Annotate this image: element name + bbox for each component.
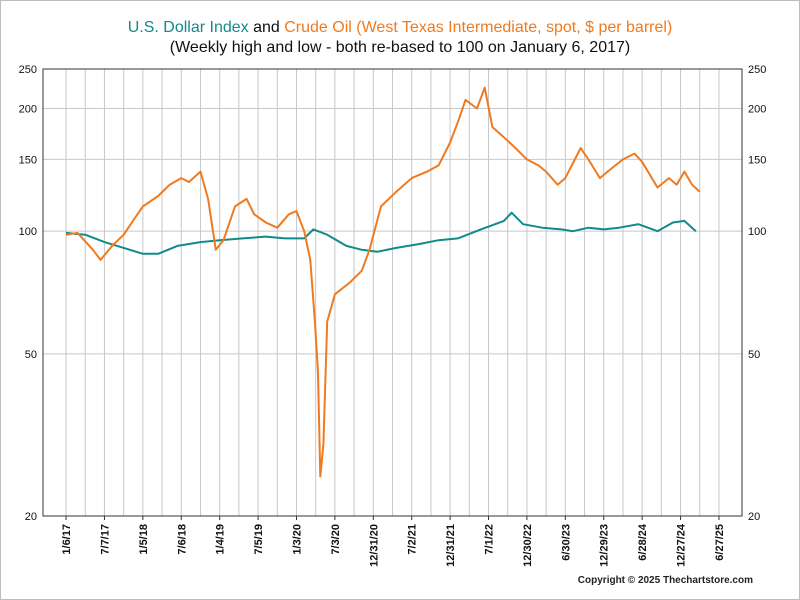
- title-crude-oil: Crude Oil (West Texas Intermediate, spot…: [284, 19, 673, 36]
- y-axis-left: 20 50 100 150 200 250: [19, 64, 37, 523]
- y-tick-label-left: 50: [25, 349, 37, 361]
- y-axis-right: 20 50 100 150 200 250: [748, 64, 766, 523]
- x-tick-label: 1/5/18: [138, 524, 150, 555]
- y-tick-label-left: 150: [19, 154, 37, 166]
- chart-subtitle: (Weekly high and low - both re-based to …: [169, 39, 631, 56]
- y-tick-label-right: 100: [748, 226, 766, 238]
- x-tick-label: 12/30/22: [522, 524, 534, 567]
- y-tick-label-right: 150: [748, 154, 766, 166]
- x-axis: 1/6/17 7/7/17 1/5/18 7/6/18 1/4/19 7/5/19 1/3/…: [61, 516, 726, 567]
- x-tick-label: 1/3/20: [291, 524, 303, 555]
- y-tick-label-right: 200: [748, 103, 766, 115]
- crude-oil-line: [65, 86, 701, 478]
- y-tick-label-left: 20: [25, 511, 37, 523]
- x-tick-label: 12/31/20: [368, 524, 380, 567]
- y-tick-label-right: 20: [748, 511, 760, 523]
- x-tick-label: 7/7/17: [99, 524, 111, 555]
- plot-area: [42, 68, 743, 517]
- series-layer: [65, 86, 701, 478]
- x-tick-label: 1/6/17: [61, 524, 73, 555]
- title-dollar-index: U.S. Dollar Index: [127, 19, 249, 36]
- x-tick-label: 7/5/19: [253, 524, 265, 555]
- x-tick-label: 12/29/23: [599, 524, 611, 567]
- x-tick-label: 12/31/21: [445, 524, 457, 567]
- y-tick-label-right: 50: [748, 349, 760, 361]
- y-tick-label-left: 100: [19, 226, 37, 238]
- chart-title: U.S. Dollar Index and Crude Oil (West Te…: [0, 19, 800, 37]
- x-tick-label: 7/2/21: [407, 524, 419, 555]
- x-tick-label: 7/1/22: [484, 524, 496, 555]
- y-tick-label-right: 250: [748, 64, 766, 76]
- title-joiner: and: [248, 19, 285, 36]
- x-tick-label: 6/27/25: [714, 524, 726, 561]
- x-tick-label: 1/4/19: [215, 524, 227, 555]
- x-tick-label: 7/3/20: [330, 524, 342, 555]
- x-tick-label: 6/28/24: [637, 523, 649, 561]
- x-tick-label: 6/30/23: [560, 524, 572, 561]
- x-tick-label: 12/27/24: [676, 523, 688, 567]
- grid-lines: [43, 68, 742, 517]
- x-tick-label: 7/6/18: [176, 524, 188, 555]
- y-tick-label-left: 250: [19, 64, 37, 76]
- dollar-index-line: [65, 211, 697, 255]
- y-tick-label-left: 200: [19, 103, 37, 115]
- copyright-notice: Copyright © 2025 Thechartstore.com: [577, 575, 753, 586]
